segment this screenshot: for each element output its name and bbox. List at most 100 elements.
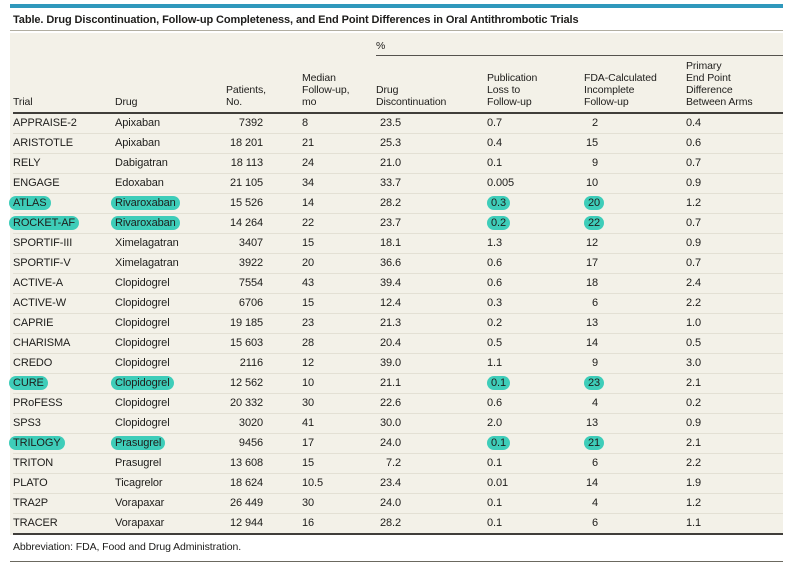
cell-median: 14 <box>302 197 315 209</box>
cell-median: 20 <box>302 257 315 269</box>
cell-pub: 0.6 <box>487 277 502 289</box>
cell-median: 17 <box>302 437 315 449</box>
cell-median: 23 <box>302 317 315 329</box>
cell-fda: 14 <box>585 477 598 489</box>
cell-drug: Apixaban <box>115 137 161 149</box>
cell-trial: RELY <box>13 157 41 169</box>
cell-primary: 0.7 <box>686 217 701 229</box>
cell-primary: 0.9 <box>686 417 701 429</box>
table-row: PRoFESS Clopidogrel 20 332 30 22.6 0.6 4 0.2 <box>13 393 783 413</box>
cell-trial: SPORTIF-V <box>13 257 71 269</box>
cell-fda: 10 <box>585 177 598 189</box>
cell-drug: Dabigatran <box>115 157 168 169</box>
table-figure: Table. Drug Discontinuation, Follow-up C… <box>0 4 793 562</box>
cell-pub: 0.7 <box>487 117 502 129</box>
cell-disc: 18.1 <box>379 237 401 249</box>
cell-primary: 1.9 <box>686 477 701 489</box>
cell-primary: 1.2 <box>686 497 701 509</box>
cell-fda: 20 <box>584 194 686 213</box>
cell-patients: 3407 <box>238 237 263 249</box>
cell-drug: Clopidogrel <box>115 277 170 289</box>
cell-patients: 9456 <box>238 437 263 449</box>
cell-drug: Ximelagatran <box>115 237 179 249</box>
cell-fda: 13 <box>585 417 598 429</box>
cell-median: 28 <box>302 337 315 349</box>
cell-trial: ATLAS <box>9 194 115 213</box>
cell-trial: SPS3 <box>13 417 41 429</box>
table-panel: % Trial Drug Patients, No. Median Follow… <box>9 33 783 562</box>
cell-primary: 0.7 <box>686 257 701 269</box>
cell-median: 10 <box>302 377 315 389</box>
cell-trial: CHARISMA <box>13 337 71 349</box>
table-row: ATLAS Rivaroxaban 15 526 14 28.2 0.3 20 1.2 <box>9 193 783 213</box>
cell-trial: ARISTOTLE <box>13 137 74 149</box>
highlight-pill: TRILOGY <box>9 436 65 450</box>
table-row: ACTIVE-A Clopidogrel 7554 43 39.4 0.6 18 2.4 <box>13 273 783 293</box>
table-footnote: Abbreviation: FDA, Food and Drug Adminis… <box>10 535 783 562</box>
table-row: ACTIVE-W Clopidogrel 6706 15 12.4 0.3 6 2.2 <box>13 293 783 313</box>
cell-patients: 12 944 <box>229 517 263 529</box>
cell-primary: 2.2 <box>686 457 701 469</box>
column-header-drug: Drug <box>115 96 138 108</box>
cell-trial: CAPRIE <box>13 317 54 329</box>
cell-trial: ROCKET-AF <box>9 214 115 233</box>
cell-patients: 2116 <box>239 357 263 369</box>
table-row: CAPRIE Clopidogrel 19 185 23 21.3 0.2 13 1.0 <box>13 313 783 333</box>
cell-median: 21 <box>302 137 315 149</box>
cell-patients: 21 105 <box>229 177 263 189</box>
cell-pub: 0.5 <box>487 337 502 349</box>
highlight-pill: 0.1 <box>487 436 510 450</box>
cell-disc: 39.0 <box>379 357 401 369</box>
cell-fda: 12 <box>585 237 598 249</box>
table-header: % Trial Drug Patients, No. Median Follow… <box>13 33 783 114</box>
highlight-pill: 20 <box>584 196 605 210</box>
cell-trial: PRoFESS <box>13 397 63 409</box>
cell-trial: ACTIVE-A <box>13 277 63 289</box>
highlight-pill: CURE <box>9 376 48 390</box>
highlight-pill: Rivaroxaban <box>111 216 180 230</box>
highlight-pill: 21 <box>584 436 605 450</box>
cell-patients: 15 603 <box>229 337 263 349</box>
column-header-patients: Patients, No. <box>226 84 266 108</box>
cell-drug: Prasugrel <box>115 457 162 469</box>
cell-fda: 9 <box>591 357 598 369</box>
cell-primary: 0.2 <box>686 397 701 409</box>
cell-pub: 2.0 <box>487 417 502 429</box>
highlight-pill: 22 <box>584 216 605 230</box>
cell-trial: ACTIVE-W <box>13 297 66 309</box>
table-row: ARISTOTLE Apixaban 18 201 21 25.3 0.4 15 0.6 <box>13 133 783 153</box>
cell-patients: 12 562 <box>229 377 263 389</box>
highlight-pill: 0.3 <box>487 196 510 210</box>
cell-drug: Prasugrel <box>111 434 226 453</box>
cell-fda: 15 <box>585 137 598 149</box>
cell-disc: 24.0 <box>379 437 401 449</box>
cell-pub: 0.4 <box>487 137 502 149</box>
cell-fda: 9 <box>591 157 598 169</box>
cell-pub: 1.3 <box>487 237 502 249</box>
table-row: PLATO Ticagrelor 18 624 10.5 23.4 0.01 14 1.9 <box>13 473 783 493</box>
percent-spanner-label: % <box>376 40 783 56</box>
cell-patients: 26 449 <box>229 497 263 509</box>
table-title: Table. Drug Discontinuation, Follow-up C… <box>13 14 579 26</box>
cell-trial: CURE <box>9 374 115 393</box>
cell-median: 43 <box>302 277 315 289</box>
column-header-row: Trial Drug Patients, No. Median Follow-u… <box>13 60 783 112</box>
table-row: SPORTIF-III Ximelagatran 3407 15 18.1 1.3 12 0.… <box>13 233 783 253</box>
cell-primary: 3.0 <box>686 357 701 369</box>
cell-disc: 24.0 <box>379 497 401 509</box>
cell-patients: 3922 <box>238 257 263 269</box>
cell-median: 15 <box>302 237 315 249</box>
table-body: APPRAISE-2 Apixaban 7392 8 23.5 0.7 2 0.4 ARISTO… <box>9 114 783 535</box>
column-header-publication-loss: Publication Loss to Follow-up <box>487 72 538 108</box>
cell-pub: 0.005 <box>487 177 515 189</box>
cell-drug: Rivaroxaban <box>111 194 226 213</box>
cell-drug: Clopidogrel <box>111 374 226 393</box>
cell-patients: 18 624 <box>229 477 263 489</box>
table-row: SPORTIF-V Ximelagatran 3922 20 36.6 0.6 17 0.7 <box>13 253 783 273</box>
cell-fda: 13 <box>585 317 598 329</box>
column-header-median: Median Follow-up, mo <box>302 72 350 108</box>
table-row: TRA2P Vorapaxar 26 449 30 24.0 0.1 4 1.2 <box>13 493 783 513</box>
highlight-pill: 0.1 <box>487 376 510 390</box>
cell-primary: 1.2 <box>686 197 701 209</box>
cell-fda: 22 <box>584 214 686 233</box>
